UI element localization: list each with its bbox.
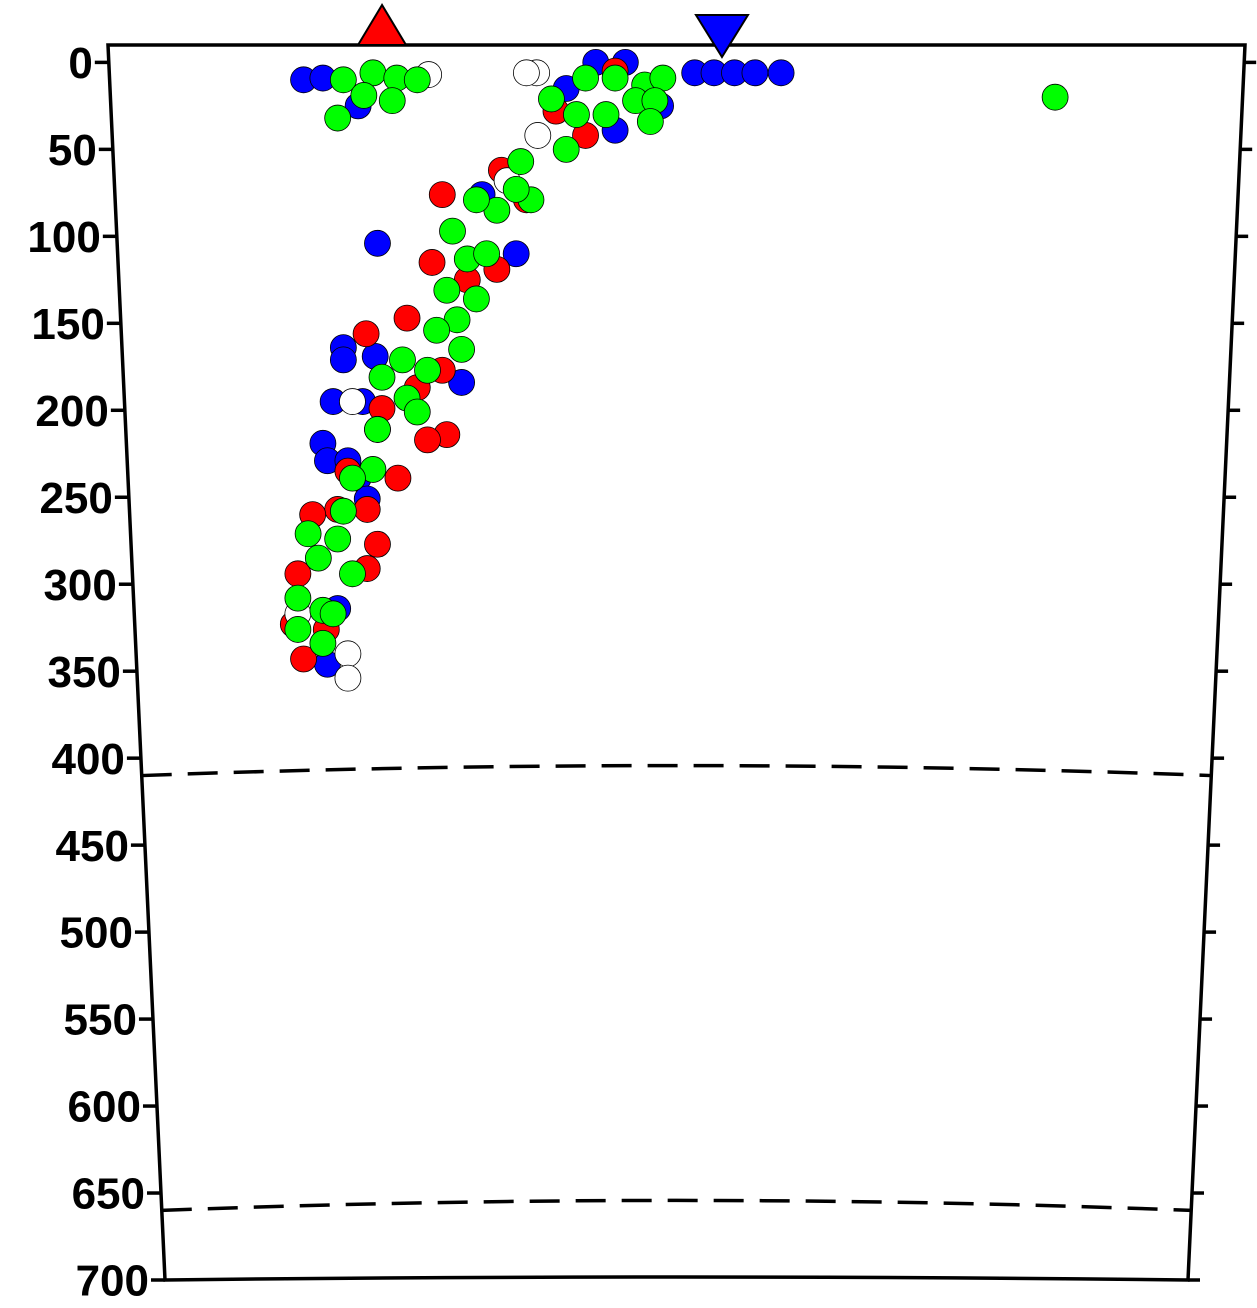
hypocenter bbox=[353, 496, 381, 523]
hypocenter bbox=[473, 240, 501, 268]
hypocenter bbox=[284, 616, 312, 643]
hypocenter bbox=[290, 645, 317, 673]
hypocenter bbox=[364, 416, 391, 443]
hypocenter bbox=[423, 316, 450, 344]
y-tick-label: 400 bbox=[51, 735, 124, 784]
y-tick-label: 300 bbox=[43, 561, 116, 610]
hypocenter bbox=[636, 108, 664, 135]
hypocenter bbox=[309, 629, 337, 657]
hypocenter bbox=[359, 59, 387, 87]
hypocenter bbox=[384, 464, 412, 492]
hypocenter bbox=[448, 336, 476, 363]
hypocenter bbox=[507, 148, 535, 175]
hypocenter bbox=[433, 276, 461, 304]
surface-marker bbox=[694, 14, 750, 59]
hypocenter bbox=[294, 520, 322, 548]
hypocenter bbox=[364, 229, 391, 257]
hypocenter bbox=[592, 101, 620, 128]
hypocenter bbox=[339, 388, 366, 415]
y-tick-label: 550 bbox=[64, 996, 137, 1045]
y-tick-label: 100 bbox=[27, 213, 100, 262]
hypocenter bbox=[329, 66, 357, 94]
hypocenter bbox=[418, 249, 446, 276]
hypocenter bbox=[324, 525, 352, 553]
hypocenter bbox=[284, 584, 312, 612]
hypocenter bbox=[439, 217, 466, 245]
y-tick-label: 350 bbox=[47, 648, 120, 697]
y-tick-label: 200 bbox=[35, 387, 108, 436]
hypocenter bbox=[502, 175, 530, 203]
hypocenter bbox=[563, 101, 590, 128]
hypocenter bbox=[1041, 83, 1069, 111]
surface-marker bbox=[356, 3, 408, 46]
hypocenter bbox=[414, 356, 441, 384]
hypocenter bbox=[334, 640, 362, 668]
hypocenter bbox=[304, 544, 332, 572]
hypocenter bbox=[393, 304, 421, 332]
hypocenter bbox=[502, 240, 530, 268]
hypocenter bbox=[319, 600, 347, 628]
y-tick-label: 50 bbox=[48, 126, 97, 175]
hypocenter bbox=[324, 104, 352, 132]
y-tick-label: 250 bbox=[39, 474, 112, 523]
hypocenter bbox=[428, 181, 456, 208]
hypocenter bbox=[513, 59, 540, 87]
y-tick-label: 450 bbox=[56, 822, 129, 871]
discontinuity-line bbox=[161, 1198, 1192, 1213]
hypocenter bbox=[364, 530, 391, 558]
hypocenter bbox=[462, 285, 490, 313]
hypocenter bbox=[741, 59, 769, 87]
hypocenter bbox=[462, 186, 490, 214]
hypocenter bbox=[339, 464, 366, 492]
hypocenter bbox=[389, 346, 416, 374]
y-tick-label: 150 bbox=[31, 300, 104, 349]
y-tick-label: 700 bbox=[76, 1257, 149, 1306]
hypocenter bbox=[329, 346, 357, 374]
hypocenter bbox=[649, 64, 677, 92]
hypocenter bbox=[448, 369, 476, 396]
hypocenter bbox=[352, 320, 380, 348]
hypocenter bbox=[329, 497, 357, 525]
hypocenter bbox=[334, 664, 362, 692]
hypocenter bbox=[552, 135, 580, 163]
y-tick-label: 600 bbox=[68, 1083, 141, 1132]
hypocenter bbox=[414, 426, 441, 454]
hypocenter bbox=[767, 59, 795, 87]
hypocenter bbox=[403, 66, 431, 94]
plot-frame bbox=[106, 43, 1247, 1282]
hypocenter bbox=[350, 82, 378, 109]
hypocenter bbox=[601, 64, 629, 92]
y-tick-label: 500 bbox=[60, 909, 133, 958]
hypocenter bbox=[524, 122, 552, 149]
hypocenter bbox=[572, 64, 599, 92]
discontinuity-line bbox=[141, 763, 1212, 778]
hypocenter bbox=[368, 363, 396, 391]
hypocenter bbox=[538, 85, 565, 113]
hypocenter bbox=[339, 560, 366, 588]
hypocenter bbox=[378, 87, 406, 115]
y-tick-label: 650 bbox=[72, 1170, 145, 1219]
hypocenter bbox=[403, 398, 431, 426]
y-tick-label: 0 bbox=[68, 39, 92, 88]
